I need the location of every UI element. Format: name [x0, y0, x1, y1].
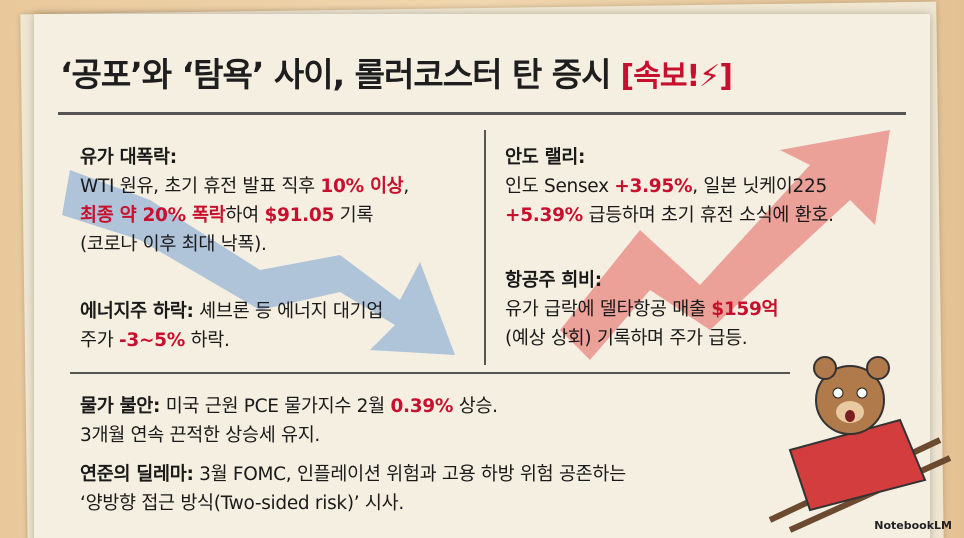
text: (코로나 이후 최대 낙폭).: [80, 234, 267, 255]
text: (예상 상회) 기록하며 주가 급등.: [505, 328, 748, 349]
label: 항공주 희비:: [505, 270, 602, 291]
badge: [속보!⚡]: [620, 59, 733, 94]
text: 3월 FOMC, 인플레이션 위험과 고용 하방 위험 공존하는: [193, 464, 626, 485]
highlight: +5.39%: [505, 205, 583, 226]
section: 물가 불안: 미국 근원 PCE 물가지수 2월 0.39% 상승. 3개월 연속…: [80, 392, 498, 450]
title: ‘공포’와 ‘탐욕’ 사이, 롤러코스터 탄 증시 [속보!⚡]: [60, 48, 733, 96]
text: 주가: [80, 330, 120, 351]
text: 미국 근원 PCE 물가지수 2월: [160, 396, 391, 417]
title-rule: [58, 112, 906, 115]
text: ‘양방향 접근 방식(Two-sided risk)’ 시사.: [80, 493, 404, 514]
label: 에너지주 하락:: [80, 301, 194, 322]
section: 연준의 딜레마: 3월 FOMC, 인플레이션 위험과 고용 하방 위험 공존하…: [80, 460, 626, 518]
text-line: (예상 상회) 기록하며 주가 급등.: [505, 324, 778, 353]
text: WTI 원유, 초기 휴전 발표 직후: [80, 176, 321, 197]
highlight: 10% 이상: [320, 176, 404, 197]
text: 유가 급락에 델타항공 매출: [505, 299, 712, 320]
text-line: 안도 랠리:: [505, 143, 834, 172]
text: 기록: [334, 205, 374, 226]
label: 안도 랠리:: [505, 147, 586, 168]
up-arrow: [560, 130, 890, 360]
text-line: +5.39% 급등하며 초기 휴전 소식에 환호.: [505, 201, 834, 230]
highlight: $159억: [711, 299, 779, 320]
text: 하여: [225, 205, 265, 226]
text: 하락.: [185, 330, 230, 351]
text-line: 물가 불안: 미국 근원 PCE 물가지수 2월 0.39% 상승.: [80, 392, 498, 421]
brand: NotebookLM: [874, 519, 952, 532]
section: 에너지주 하락: 셰브론 등 에너지 대기업 주가 -3~5% 하락.: [80, 297, 383, 355]
text: 급등하며 초기 휴전 소식에 환호.: [582, 205, 834, 226]
text-line: 인도 Sensex +3.95%, 일본 닛케이225: [505, 172, 834, 201]
section: 안도 랠리: 인도 Sensex +3.95%, 일본 닛케이225 +5.39% …: [505, 143, 834, 230]
text-line: 연준의 딜레마: 3월 FOMC, 인플레이션 위험과 고용 하방 위험 공존하…: [80, 460, 626, 489]
text: 3개월 연속 끈적한 상승세 유지.: [80, 425, 321, 446]
text-line: 에너지주 하락: 셰브론 등 에너지 대기업: [80, 297, 383, 326]
text-line: 항공주 희비:: [505, 266, 778, 295]
text-line: WTI 원유, 초기 휴전 발표 직후 10% 이상,: [80, 172, 409, 201]
text-line: 유가 대폭락:: [80, 143, 409, 172]
paper: [34, 14, 930, 538]
section: 유가 대폭락: WTI 원유, 초기 휴전 발표 직후 10% 이상, 최종 약 2…: [80, 143, 409, 259]
text-line: 3개월 연속 끈적한 상승세 유지.: [80, 421, 498, 450]
highlight: 0.39%: [390, 396, 454, 417]
text: 인도 Sensex: [505, 176, 615, 197]
bear-coaster: [768, 356, 952, 533]
section: 항공주 희비: 유가 급락에 델타항공 매출 $159억 (예상 상회) 기록하며 …: [505, 266, 779, 353]
text: ,: [403, 176, 409, 197]
label: 유가 대폭락:: [80, 147, 177, 168]
text-line: 주가 -3~5% 하락.: [80, 326, 383, 355]
text-line: ‘양방향 접근 방식(Two-sided risk)’ 시사.: [80, 489, 626, 518]
highlight: 최종 약 20% 폭락: [80, 205, 226, 226]
title-text: ‘공포’와 ‘탐욕’ 사이, 롤러코스터 탄 증시: [60, 55, 612, 94]
label: 연준의 딜레마:: [80, 464, 194, 485]
text: , 일본 닛케이225: [692, 176, 827, 197]
down-arrow: [62, 170, 455, 355]
text-line: 최종 약 20% 폭락하여 $91.05 기록: [80, 201, 409, 230]
text-line: 유가 급락에 델타항공 매출 $159억: [505, 295, 779, 324]
text: 상승.: [453, 396, 498, 417]
label: 물가 불안:: [80, 396, 161, 417]
text-line: (코로나 이후 최대 낙폭).: [80, 230, 409, 259]
highlight: -3~5%: [119, 330, 185, 351]
row-divider: [70, 372, 790, 374]
highlight: +3.95%: [614, 176, 693, 197]
highlight: $91.05: [264, 205, 335, 226]
column-divider: [484, 130, 486, 365]
text: 셰브론 등 에너지 대기업: [193, 301, 384, 322]
